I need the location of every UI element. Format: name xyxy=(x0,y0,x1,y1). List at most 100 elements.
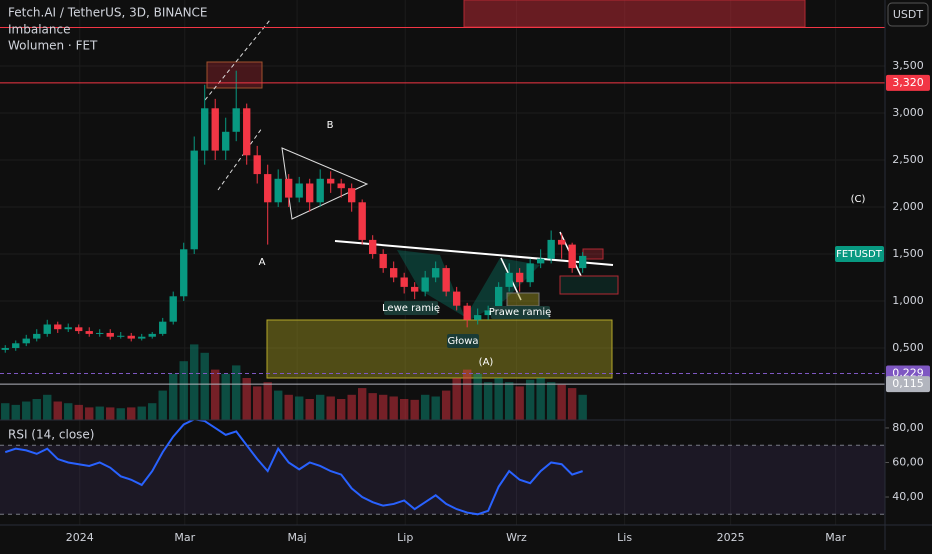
y-tick-label: 3,000 xyxy=(892,106,924,119)
x-tick-label: Mar xyxy=(174,531,195,544)
x-tick-label: Wrz xyxy=(506,531,527,544)
y-tick-label: 1,000 xyxy=(892,294,924,307)
zone-box xyxy=(559,275,619,295)
y-tick-label: 3,500 xyxy=(892,59,924,72)
y-tick-label: 2,500 xyxy=(892,153,924,166)
candle-body xyxy=(117,335,125,337)
candle-body xyxy=(232,108,240,132)
candle-body xyxy=(22,338,30,344)
volume-bar xyxy=(22,401,31,420)
candle-body xyxy=(348,188,356,203)
candle-body xyxy=(358,202,366,240)
volume-bar xyxy=(441,390,451,420)
candle-body xyxy=(484,310,492,316)
trend-line xyxy=(204,19,271,101)
y-tick-label: 80,00 xyxy=(892,421,924,434)
volume-bar xyxy=(74,404,83,420)
candle-body xyxy=(568,244,576,269)
candle-body xyxy=(432,268,440,278)
label-box xyxy=(447,334,479,348)
candle-body xyxy=(494,286,503,311)
currency-button[interactable] xyxy=(887,2,929,27)
volume-bar xyxy=(326,396,335,420)
candle-body xyxy=(442,268,450,292)
volume-bar xyxy=(274,390,283,420)
volume-bar xyxy=(567,388,577,420)
candle-body xyxy=(515,272,524,283)
rsi-line xyxy=(4,420,583,516)
y-tick-label: 40,00 xyxy=(892,490,924,503)
candle-body xyxy=(536,258,545,264)
candle-body xyxy=(400,277,408,287)
y-tick-label: 2,000 xyxy=(892,200,924,213)
candle-body xyxy=(43,324,51,334)
volume-bar xyxy=(148,403,157,420)
candle-body xyxy=(85,331,93,334)
candle-body xyxy=(190,150,198,250)
candle-body xyxy=(96,332,104,334)
volume-bar xyxy=(53,401,62,420)
volume-bar xyxy=(179,361,188,420)
candle-body xyxy=(169,296,177,322)
demand-zone xyxy=(266,319,613,379)
volume-bar xyxy=(232,365,241,420)
volume-bar xyxy=(43,394,52,420)
chart-title: Fetch.AI / TetherUS, 3D, BINANCE xyxy=(8,6,208,20)
imbalance-box xyxy=(206,61,263,89)
volume-bar xyxy=(106,407,115,420)
volume-bar xyxy=(221,373,230,420)
candle-body xyxy=(180,249,188,297)
candle-body xyxy=(159,321,167,334)
volume-bar xyxy=(315,394,325,420)
volume-bar xyxy=(525,379,535,420)
imbalance-zone xyxy=(463,0,806,28)
volume-bar xyxy=(546,382,556,420)
price-tag-label: 3,320 xyxy=(892,76,924,89)
volume-bar xyxy=(368,393,377,420)
annotation: A xyxy=(259,257,266,268)
volume-bar xyxy=(399,399,409,420)
volume-bar xyxy=(378,394,388,420)
volume-bar xyxy=(211,369,220,420)
trend-line xyxy=(217,127,263,191)
neckline xyxy=(334,240,614,266)
candle-body xyxy=(379,253,387,269)
indicator-label: Wolumen · FET xyxy=(8,39,98,53)
candle-body xyxy=(411,286,419,292)
volume-bar xyxy=(452,378,461,420)
candle-body xyxy=(526,263,534,283)
y-tick-label: 1,500 xyxy=(892,247,924,260)
volume-bar xyxy=(473,373,482,420)
volume-bar xyxy=(410,399,419,420)
candle-body xyxy=(75,327,83,332)
volume-bar xyxy=(504,382,514,420)
volume-bar xyxy=(389,396,398,420)
volume-bar xyxy=(347,394,356,420)
volume-bar xyxy=(137,406,146,420)
volume-bar xyxy=(462,369,472,420)
volume-bar xyxy=(169,373,178,420)
candle-body xyxy=(148,333,156,337)
volume-bar xyxy=(557,384,566,420)
candle-body xyxy=(1,347,9,350)
candle-body xyxy=(306,183,314,203)
volume-bar xyxy=(64,403,73,420)
volume-bar xyxy=(578,394,587,420)
x-tick-label: Mar xyxy=(825,531,846,544)
volume-bar xyxy=(116,408,125,420)
grid xyxy=(0,0,889,525)
candle-body xyxy=(463,305,471,320)
annotation: Głowa xyxy=(447,336,478,347)
volume-bar xyxy=(95,406,104,420)
volume-bar xyxy=(295,396,304,420)
x-tick-label: 2024 xyxy=(66,531,94,544)
candle-body xyxy=(33,333,41,339)
volume-bar xyxy=(357,388,367,420)
candle-body xyxy=(253,155,261,175)
annotation: Prawe ramię xyxy=(489,307,552,318)
symbol-tag xyxy=(835,246,884,262)
volume-bar xyxy=(536,378,545,420)
y-tick-label: 60,00 xyxy=(892,455,924,468)
candle-body xyxy=(295,183,303,198)
